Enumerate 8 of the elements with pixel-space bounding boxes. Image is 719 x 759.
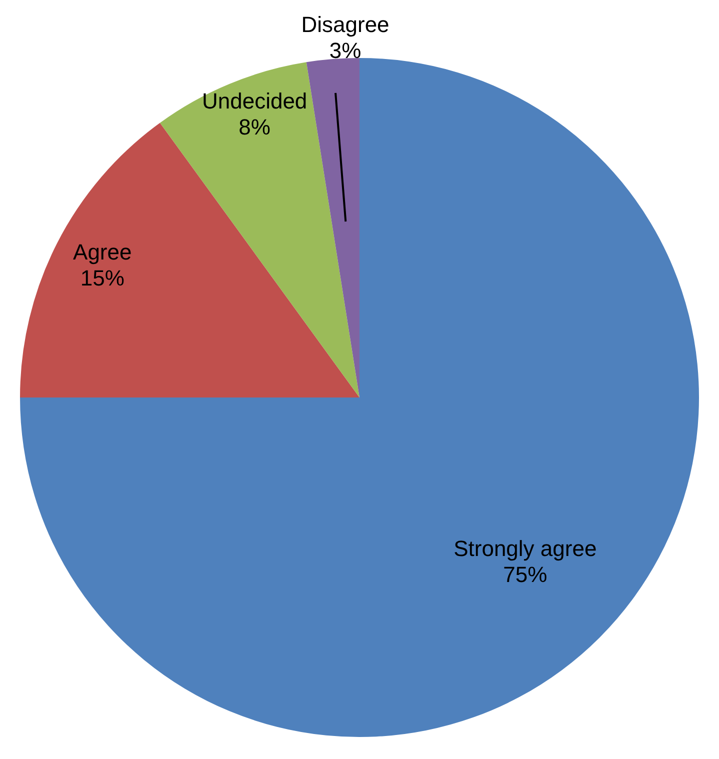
data-label: 15%	[80, 266, 124, 291]
slice-label: Disagree	[301, 12, 390, 37]
slice-label: Undecided	[202, 88, 308, 114]
data-label: 3%	[329, 38, 362, 63]
data-label: 75%	[503, 562, 548, 588]
slice-label: Strongly agree	[454, 536, 597, 562]
data-label: 8%	[238, 114, 270, 140]
slice-label: Agree	[73, 240, 132, 265]
